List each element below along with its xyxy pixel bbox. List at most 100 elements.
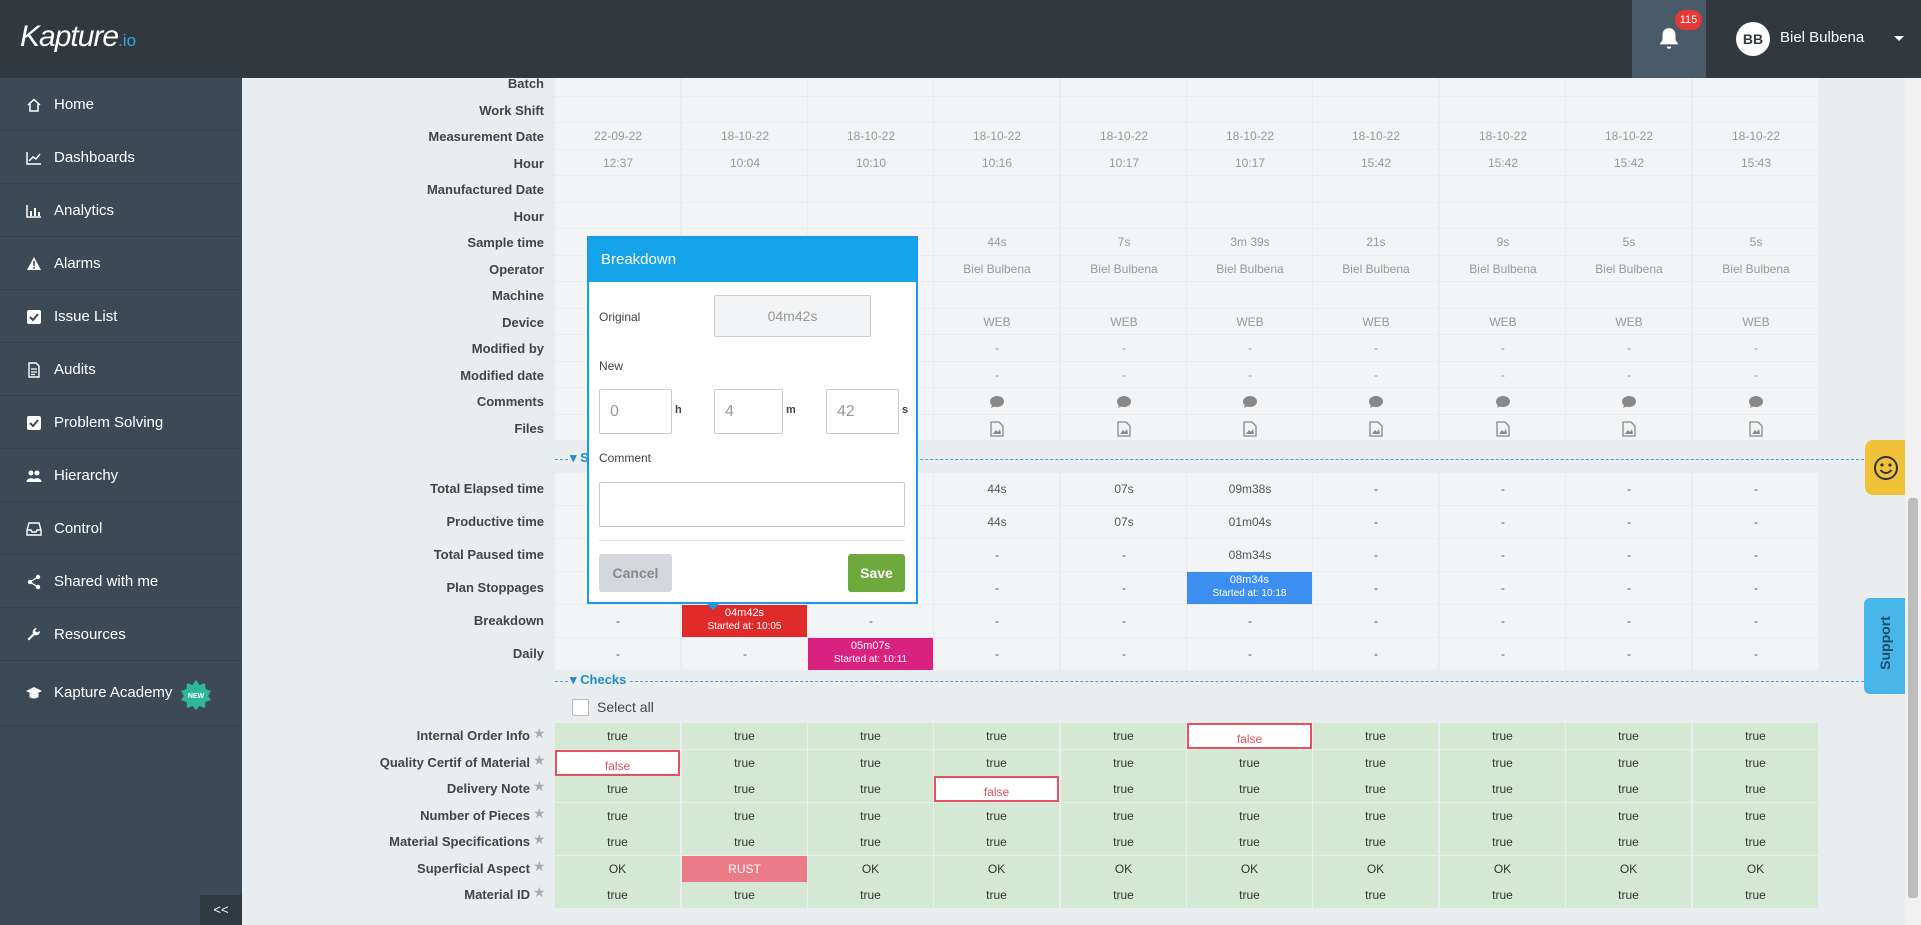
sidebar-item-shared-with-me[interactable]: Shared with me (0, 557, 242, 608)
check-cell[interactable]: false (934, 776, 1059, 802)
check-cell[interactable]: true (1440, 776, 1565, 802)
check-cell[interactable]: true (1187, 802, 1312, 829)
check-cell[interactable]: OK (1440, 855, 1565, 882)
notifications-button[interactable]: 115 (1632, 0, 1706, 78)
check-cell[interactable]: false (1187, 723, 1312, 749)
check-cell[interactable]: true (1187, 829, 1312, 855)
daily-tag[interactable]: 05m07s Started at: 10:11 (808, 638, 933, 670)
comment-icon[interactable] (1495, 395, 1511, 409)
comment-icon[interactable] (989, 395, 1005, 409)
check-cell[interactable]: true (682, 829, 807, 855)
check-cell[interactable]: true (808, 829, 933, 855)
check-cell[interactable]: true (555, 723, 680, 749)
check-cell[interactable]: OK (1187, 855, 1312, 882)
check-cell[interactable]: true (1313, 776, 1438, 802)
check-cell[interactable]: true (808, 749, 933, 776)
file-image-icon[interactable] (990, 420, 1004, 437)
check-cell[interactable]: true (1440, 802, 1565, 829)
check-cell[interactable]: OK (1693, 855, 1818, 882)
check-cell[interactable]: true (555, 802, 680, 829)
check-cell[interactable]: true (808, 723, 933, 749)
comment-icon[interactable] (1242, 395, 1258, 409)
comment-input[interactable] (599, 482, 905, 527)
star-icon[interactable]: ★ (533, 857, 546, 874)
sidebar-item-analytics[interactable]: Analytics (0, 186, 242, 237)
check-cell[interactable]: true (555, 776, 680, 802)
support-button[interactable]: Support (1864, 598, 1905, 694)
comment-icon[interactable] (1621, 395, 1637, 409)
check-cell[interactable]: true (934, 829, 1059, 855)
sidebar-item-home[interactable]: Home (0, 80, 242, 131)
file-image-icon[interactable] (1243, 420, 1257, 437)
star-icon[interactable]: ★ (533, 778, 546, 794)
check-cell[interactable]: OK (934, 855, 1059, 882)
plan-stoppage-tag[interactable]: 08m34s Started at: 10:18 (1187, 572, 1312, 604)
check-cell[interactable]: true (682, 802, 807, 829)
minutes-input[interactable] (714, 389, 783, 434)
sidebar-item-dashboards[interactable]: Dashboards (0, 133, 242, 184)
check-cell[interactable]: true (555, 882, 680, 908)
check-cell[interactable]: true (934, 802, 1059, 829)
file-image-icon[interactable] (1117, 420, 1131, 437)
comment-icon[interactable] (1748, 395, 1764, 409)
star-icon[interactable]: ★ (533, 884, 546, 900)
check-cell[interactable]: OK (555, 855, 680, 882)
scrollbar-thumb[interactable] (1908, 498, 1918, 898)
sidebar-item-hierarchy[interactable]: Hierarchy (0, 451, 242, 502)
check-cell[interactable]: true (1566, 882, 1691, 908)
sidebar-item-alarms[interactable]: Alarms (0, 239, 242, 290)
check-cell[interactable]: true (1187, 749, 1312, 776)
check-cell[interactable]: true (934, 749, 1059, 776)
star-icon[interactable]: ★ (533, 751, 546, 768)
file-image-icon[interactable] (1369, 420, 1383, 437)
check-cell[interactable]: true (555, 829, 680, 855)
check-cell[interactable]: true (1440, 749, 1565, 776)
sidebar-item-problem-solving[interactable]: Problem Solving (0, 398, 242, 449)
check-cell[interactable]: true (1061, 829, 1186, 855)
check-cell[interactable]: OK (1566, 855, 1691, 882)
check-cell[interactable]: true (1693, 882, 1818, 908)
scrollbar[interactable] (1905, 78, 1921, 925)
check-cell[interactable]: true (1313, 723, 1438, 749)
check-cell[interactable]: true (1440, 882, 1565, 908)
check-cell[interactable]: true (1693, 749, 1818, 776)
check-cell[interactable]: true (1693, 802, 1818, 829)
check-cell[interactable]: OK (1313, 855, 1438, 882)
breakdown-tag[interactable]: 04m42s Started at: 10:05 (682, 605, 807, 637)
seconds-input[interactable] (826, 389, 899, 434)
sidebar-item-audits[interactable]: Audits (0, 345, 242, 396)
check-cell[interactable]: true (808, 802, 933, 829)
check-cell[interactable]: OK (1061, 855, 1186, 882)
check-cell[interactable]: true (682, 723, 807, 749)
file-image-icon[interactable] (1749, 420, 1763, 437)
check-cell[interactable]: true (682, 776, 807, 802)
check-cell[interactable]: true (1693, 829, 1818, 855)
check-cell[interactable]: true (1566, 802, 1691, 829)
star-icon[interactable]: ★ (533, 804, 546, 821)
user-menu[interactable]: BB Biel Bulbena (1706, 0, 1921, 78)
check-cell[interactable]: true (1313, 749, 1438, 776)
section-header-checks[interactable]: ▾ Checks (568, 672, 629, 688)
feedback-button[interactable] (1865, 440, 1905, 495)
collapse-sidebar-button[interactable]: << (200, 895, 242, 925)
check-cell[interactable]: true (1061, 776, 1186, 802)
check-cell[interactable]: true (1440, 723, 1565, 749)
check-cell[interactable]: true (808, 882, 933, 908)
check-cell[interactable]: RUST (682, 855, 807, 882)
sidebar-item-issue-list[interactable]: Issue List (0, 292, 242, 343)
check-cell[interactable]: true (1187, 882, 1312, 908)
check-cell[interactable]: true (1187, 776, 1312, 802)
check-cell[interactable]: false (555, 749, 680, 776)
check-cell[interactable]: true (1440, 829, 1565, 855)
kapture-logo[interactable]: Kapture.io (20, 20, 137, 53)
check-cell[interactable]: true (934, 882, 1059, 908)
check-cell[interactable]: true (1693, 776, 1818, 802)
cancel-button[interactable]: Cancel (599, 554, 672, 592)
check-cell[interactable]: true (1061, 802, 1186, 829)
hours-input[interactable] (599, 389, 672, 434)
sidebar-item-kapture-academy[interactable]: Kapture Academy NEW (0, 665, 242, 726)
check-cell[interactable]: true (1313, 829, 1438, 855)
check-cell[interactable]: true (1061, 882, 1186, 908)
save-button[interactable]: Save (848, 554, 905, 592)
check-cell[interactable]: true (1313, 802, 1438, 829)
